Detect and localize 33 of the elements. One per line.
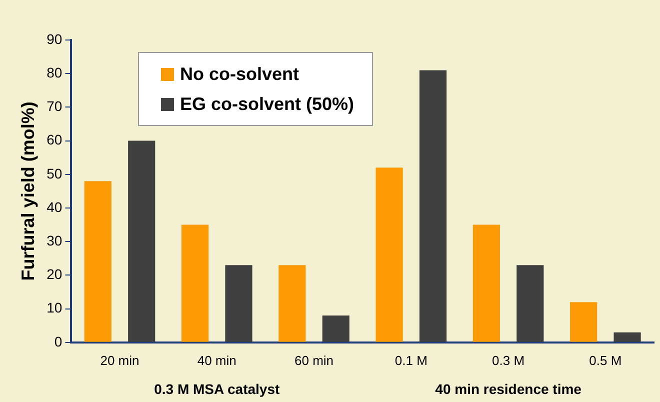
bar	[278, 265, 306, 342]
bar	[516, 265, 544, 342]
x-tick-label: 60 min	[294, 352, 334, 368]
y-tick-label: 80	[46, 64, 62, 80]
bar	[128, 140, 156, 342]
text: 40 min residence time	[435, 380, 582, 397]
y-tick-label: 50	[46, 165, 62, 182]
bar	[225, 265, 252, 342]
legend-label: No co-solvent	[180, 64, 300, 84]
bar	[376, 168, 403, 342]
y-tick-label: 60	[46, 132, 62, 148]
y-tick-label: 70	[46, 98, 62, 114]
text: 0.3 M MSA catalyst	[154, 380, 280, 397]
y-tick-label: 10	[46, 300, 62, 316]
y-axis-title: Furfural yield (mol%)	[18, 102, 38, 281]
bar	[322, 316, 350, 342]
x-tick-label: 0.3 M	[492, 352, 525, 368]
x-tick-label: 20 min	[100, 352, 140, 368]
y-tick-label: 30	[46, 232, 62, 248]
x-tick-label: 40 min	[197, 352, 236, 368]
y-tick-label: 20	[46, 266, 62, 282]
bar	[570, 302, 598, 342]
bar	[84, 181, 112, 342]
bar	[181, 224, 209, 342]
x-tick-label: 0.5 M	[589, 352, 622, 368]
bar	[419, 70, 447, 342]
x-tick-label: 0.1 M	[394, 352, 428, 368]
y-tick-label: 0	[54, 333, 62, 350]
legend-label: EG co-solvent (50%)	[180, 94, 354, 114]
bar	[472, 224, 500, 342]
y-tick-label: 40	[46, 198, 62, 215]
y-tick-label: 90	[46, 30, 62, 47]
bar	[614, 332, 641, 342]
